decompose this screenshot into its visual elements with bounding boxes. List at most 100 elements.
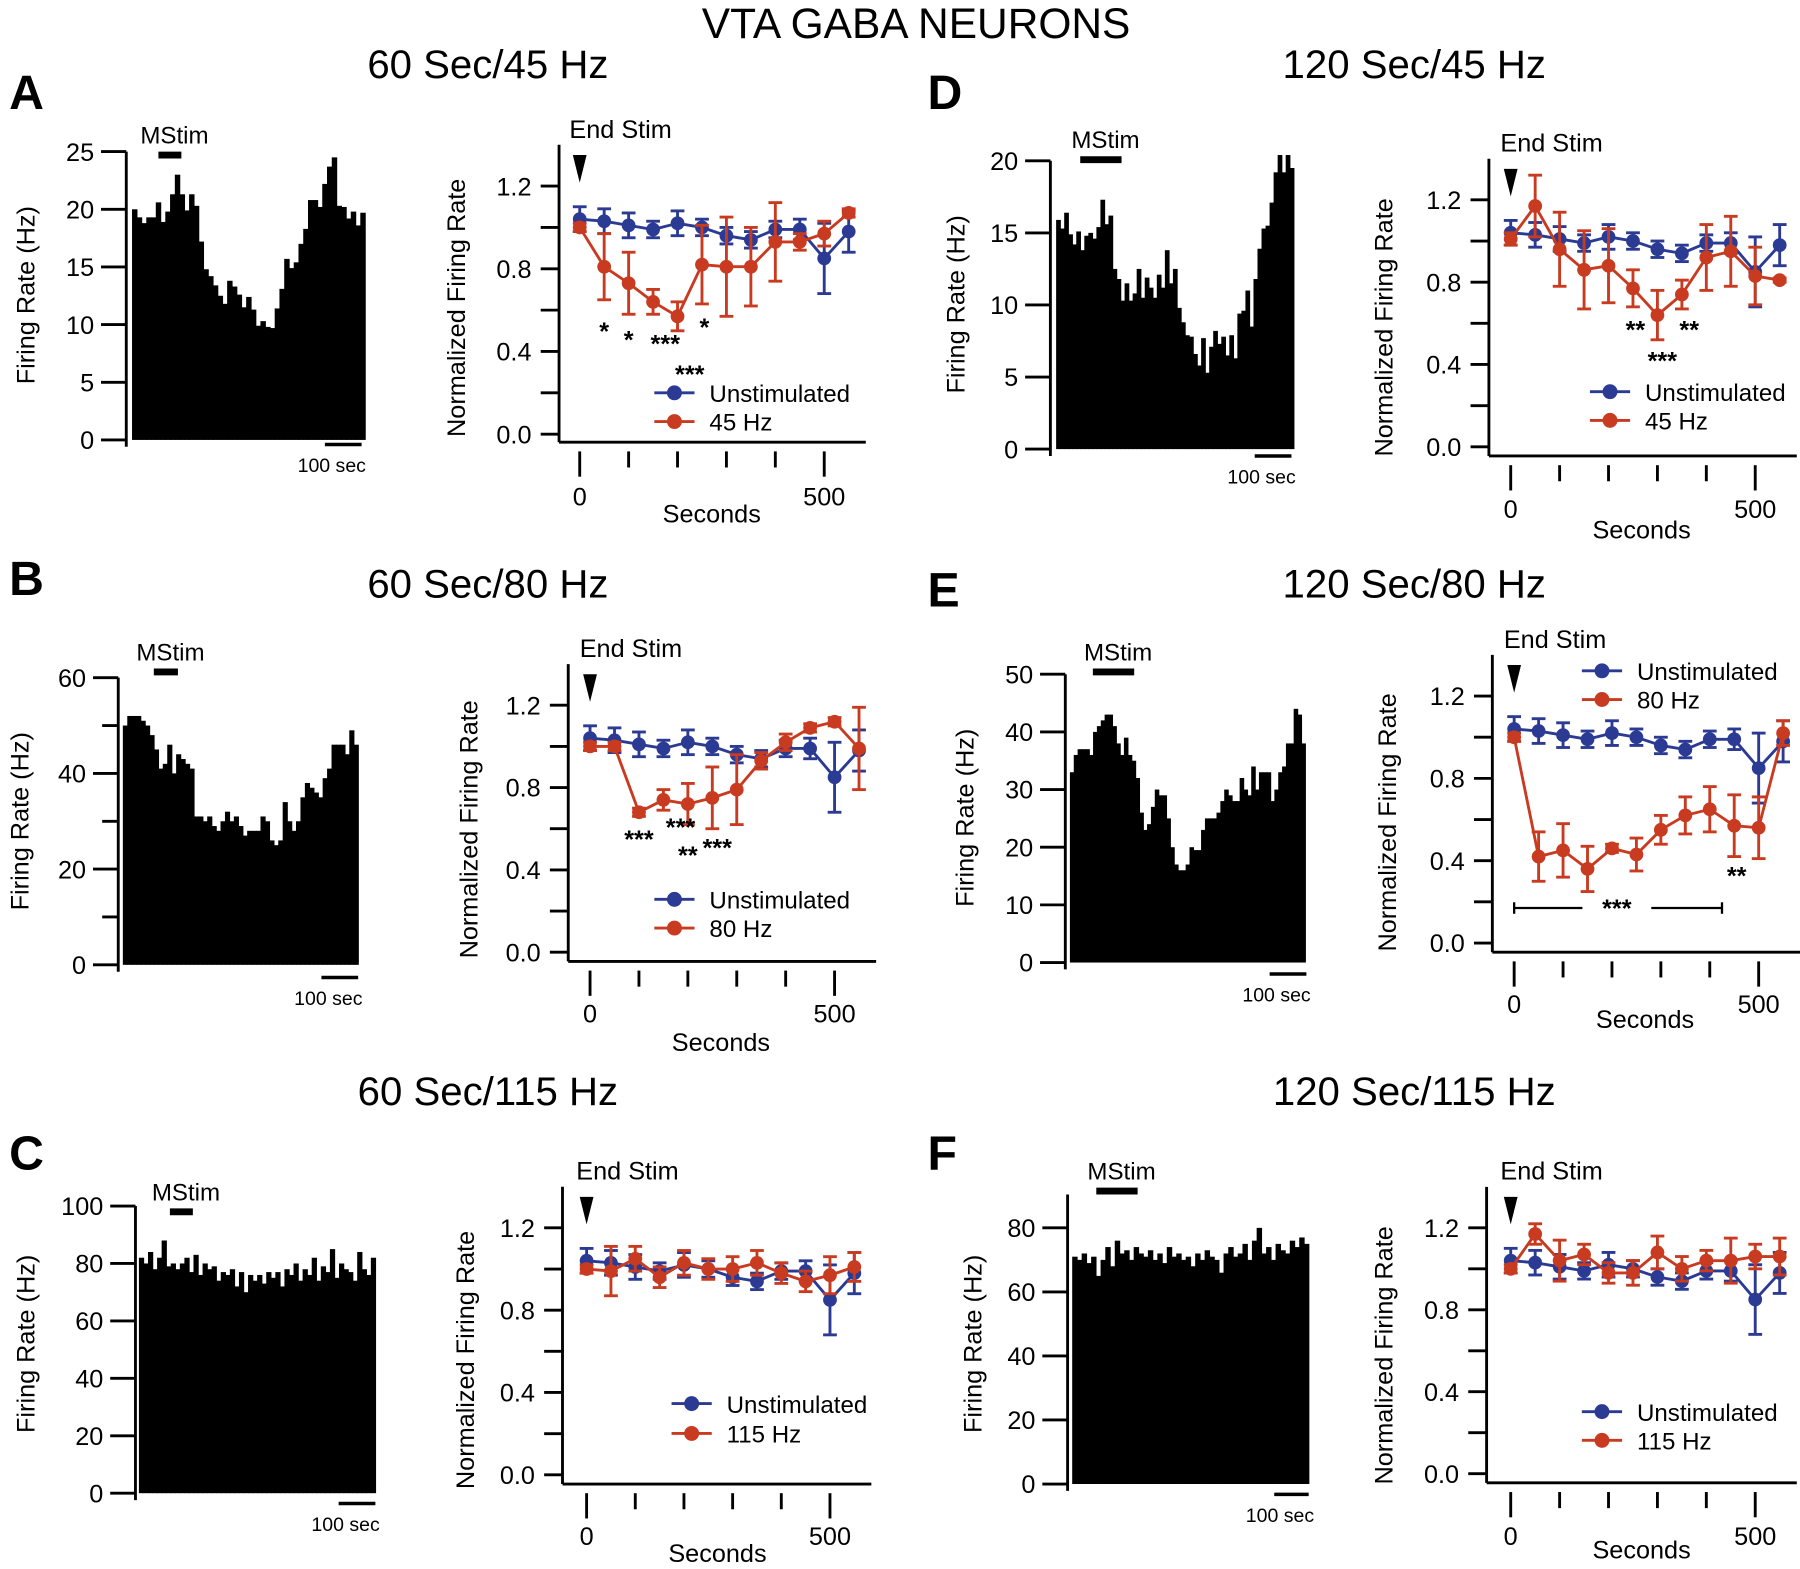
data-point: [670, 216, 685, 231]
histogram-bar: [1110, 1266, 1116, 1485]
histogram-bar: [1148, 287, 1154, 450]
histogram-bar: [1243, 789, 1249, 963]
legend-label: 115 Hz: [727, 1422, 802, 1449]
histogram-bar: [1253, 279, 1259, 450]
histogram-bar: [1239, 778, 1245, 963]
histogram-bar: [1193, 353, 1198, 450]
histogram-bar: [1116, 743, 1121, 963]
histogram-bar: [1247, 1259, 1253, 1485]
histogram-y-tick-label: 5: [80, 369, 94, 397]
line-x-tick-label: 0: [573, 483, 587, 511]
histogram-bar: [1297, 714, 1303, 963]
histogram-bar: [152, 1269, 158, 1494]
histogram-y-tick-label: 40: [75, 1366, 103, 1394]
series-unstimulated: [572, 205, 856, 296]
histogram-bar: [1237, 1253, 1244, 1485]
histogram-bar: [175, 1269, 181, 1494]
line-x-tick-label: 500: [803, 483, 845, 511]
histogram-bar: [1143, 1256, 1149, 1485]
legend-label: 80 Hz: [1637, 688, 1700, 715]
histogram-bar: [335, 744, 342, 965]
line-y-label: Normalized Firing Rate: [1370, 198, 1398, 456]
histogram-bar: [1224, 789, 1229, 963]
histogram-bar: [1228, 795, 1233, 963]
data-point: [597, 214, 612, 229]
data-point: [719, 259, 734, 274]
line-x-label: Seconds: [672, 1029, 770, 1057]
histogram-bar: [193, 205, 200, 440]
data-point: [1556, 843, 1570, 858]
data-point: [803, 741, 818, 756]
data-point: [1577, 1263, 1591, 1278]
histogram-bar: [1135, 778, 1141, 963]
data-point: [607, 739, 622, 754]
line-y-tick-label: 0.0: [500, 1462, 535, 1490]
histogram-y-tick-label: 20: [1005, 834, 1033, 862]
line-x-tick-label: 0: [1507, 991, 1521, 1019]
histogram-bar: [1299, 1237, 1305, 1485]
histogram-bar: [269, 328, 276, 440]
line-x-tick-label: 500: [1734, 1523, 1776, 1551]
histogram-bar: [174, 174, 181, 440]
histogram-y-tick-label: 25: [66, 139, 94, 167]
histogram-bar: [293, 262, 300, 440]
histogram-bar: [1072, 244, 1077, 450]
figure-title: VTA GABA NEURONS: [702, 1, 1131, 48]
histogram-bar: [1180, 322, 1186, 450]
panel-letter: D: [928, 66, 963, 120]
histogram-bar: [238, 826, 244, 965]
histogram-bar: [234, 1286, 240, 1494]
end-stim-label: End Stim: [1500, 130, 1602, 158]
data-point: [1528, 1227, 1543, 1241]
data-point: [705, 739, 720, 754]
legend-label: Unstimulated: [1637, 1400, 1778, 1427]
histogram-bar: [303, 228, 309, 440]
histogram-bar: [1197, 365, 1202, 450]
line-x-tick-label: 500: [809, 1523, 851, 1551]
panel-letter: F: [928, 1126, 957, 1180]
histogram-bar: [1095, 1275, 1102, 1485]
data-point: [695, 257, 709, 272]
histogram-bar: [1080, 250, 1086, 450]
histogram-bar: [1235, 801, 1241, 963]
histogram-bar: [320, 1266, 327, 1494]
histogram-bar: [1108, 714, 1114, 963]
data-point: [1601, 1266, 1616, 1280]
normalized-rate-line-chart: 0.0 0.4 0.8 1.2 0 500 Seconds Normalized Firing…: [456, 635, 877, 1057]
panel-title: 60 Sec/45 Hz: [367, 42, 608, 87]
histogram-bar: [1170, 847, 1175, 963]
histogram-bar: [1060, 228, 1065, 450]
histogram-bar: [1166, 818, 1171, 963]
line-y-label: Normalized Firing Rate: [443, 179, 471, 437]
histogram-bar: [1120, 754, 1125, 963]
data-point: [1748, 269, 1763, 283]
histogram-bar: [1247, 795, 1252, 963]
histogram-bar: [1174, 864, 1179, 963]
histogram-bar: [180, 759, 186, 965]
histogram-bar: [1195, 1253, 1201, 1485]
histogram-bar: [1160, 287, 1166, 450]
line-y-tick-label: 0.8: [1426, 269, 1461, 297]
histogram-bar: [1208, 818, 1214, 963]
end-stim-label: End Stim: [569, 116, 671, 144]
histogram-bar: [1089, 754, 1094, 963]
histogram-bar: [1081, 749, 1087, 963]
histogram-bar: [143, 1263, 149, 1494]
histogram-y-tick-label: 40: [1007, 1343, 1035, 1371]
histogram-bar: [1176, 307, 1182, 450]
histogram-bar: [145, 725, 151, 965]
histogram-bar: [1133, 1247, 1140, 1485]
legend-marker: [666, 891, 682, 907]
histogram-y-tick-label: 60: [1007, 1279, 1035, 1307]
histogram-bar: [282, 802, 288, 965]
significance-marker: *: [624, 326, 634, 354]
legend-marker: [684, 1396, 700, 1412]
histogram-bar: [1088, 232, 1094, 450]
histogram-bar: [1144, 277, 1150, 450]
histogram-bar: [1152, 1259, 1159, 1485]
histogram-bar: [1251, 766, 1256, 963]
histogram-bar: [1201, 338, 1206, 450]
histogram-bar: [1265, 225, 1271, 450]
histogram-bar: [1086, 1263, 1092, 1485]
histogram-bar: [346, 218, 352, 440]
